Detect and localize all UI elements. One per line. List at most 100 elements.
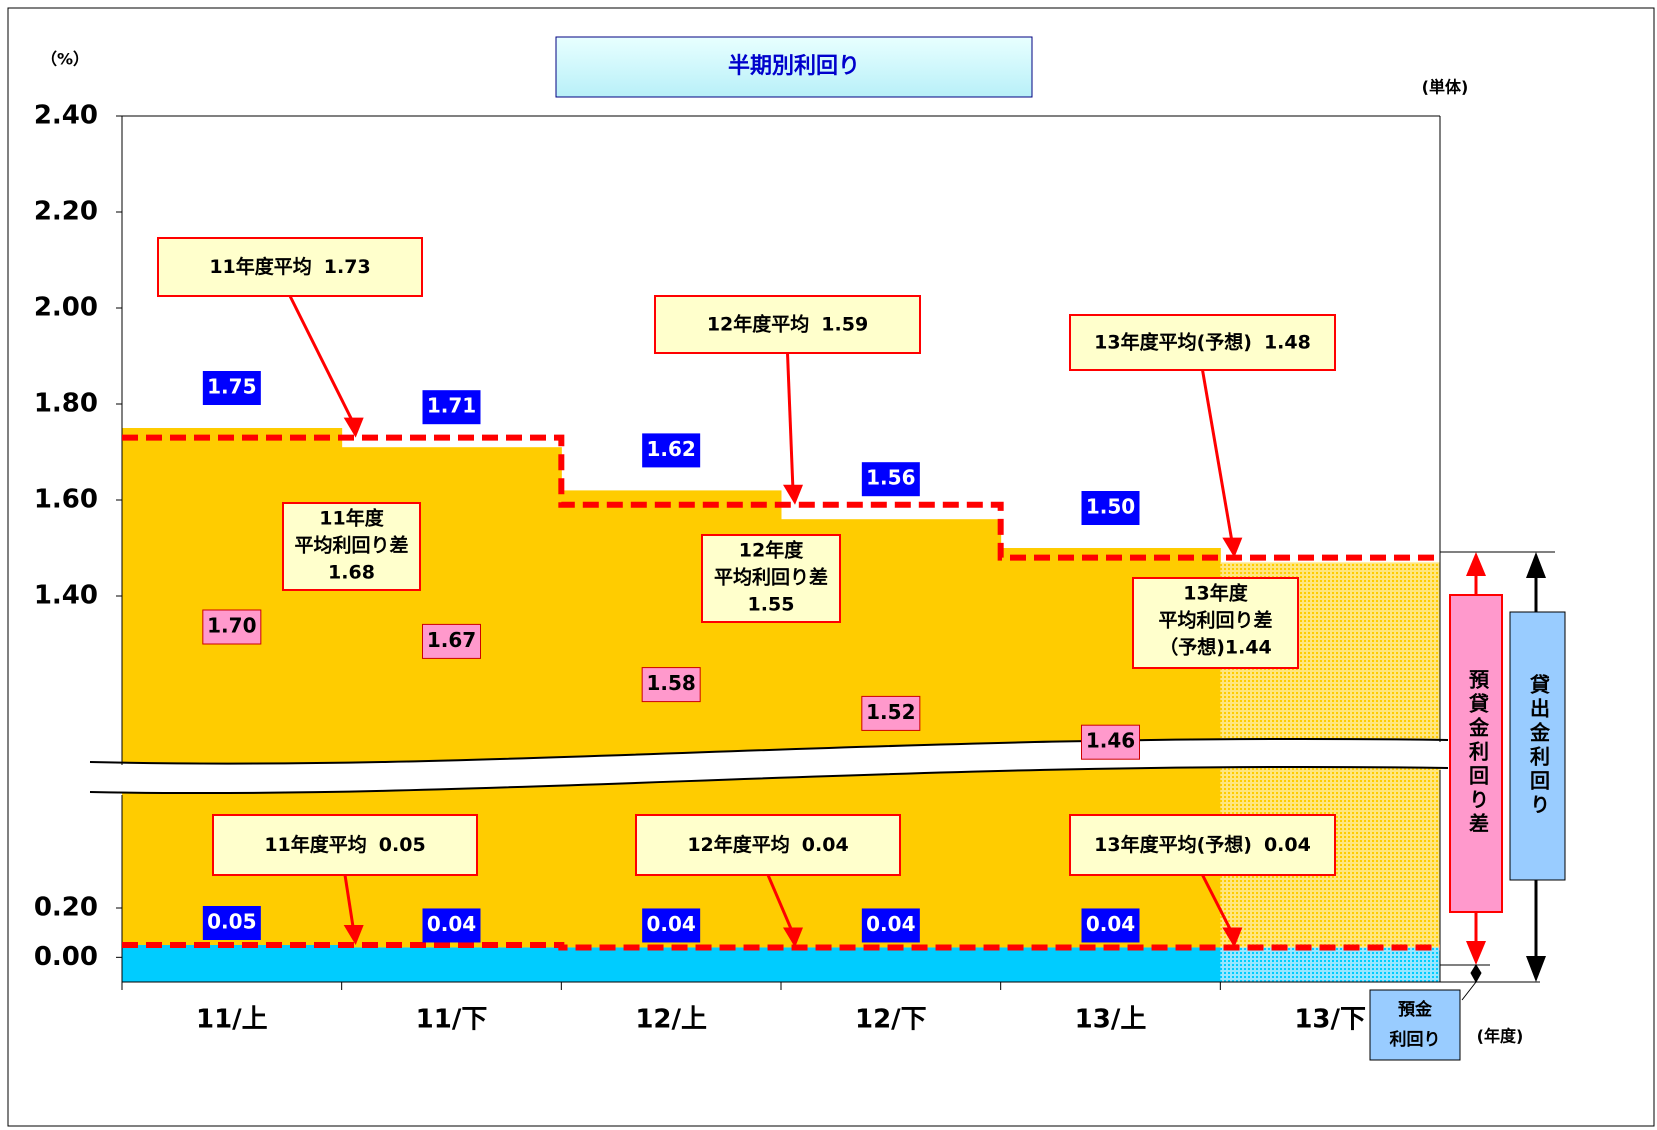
callout-text: 12年度平均 0.04 bbox=[687, 833, 848, 856]
spread-label-box bbox=[202, 609, 262, 645]
spread-average-label: 平均利回り差 bbox=[294, 534, 408, 557]
loan-area bbox=[122, 428, 343, 788]
spread-average-label: 11年度 bbox=[319, 507, 384, 530]
spread-average-label: 12年度 bbox=[739, 539, 804, 562]
y-tick-label: 1.80 bbox=[34, 389, 98, 419]
callout-box bbox=[1069, 814, 1336, 876]
callout-text: 13年度平均(予想) 1.48 bbox=[1094, 330, 1311, 353]
loan-label-box bbox=[1081, 491, 1140, 525]
y-tick-label: 2.20 bbox=[34, 197, 98, 227]
deposit-label-box bbox=[861, 908, 920, 943]
loan-label: 1.75 bbox=[207, 375, 256, 399]
callout-text: 12年度平均 1.59 bbox=[707, 312, 868, 335]
deposit-marker bbox=[1461, 964, 1482, 1001]
x-tick-label: 11/下 bbox=[416, 1005, 488, 1035]
callout-label: 12年度平均 bbox=[707, 312, 809, 335]
legend-label: 利回り bbox=[1390, 1029, 1441, 1050]
callout-arrowhead bbox=[1222, 537, 1243, 558]
scope: (単体) bbox=[1422, 78, 1469, 97]
callout-arrow bbox=[1201, 874, 1234, 935]
axis-break-edge bbox=[89, 765, 1449, 795]
spread-label: 1.70 bbox=[207, 614, 256, 638]
spread-average-box bbox=[1132, 577, 1299, 669]
callout-box bbox=[1069, 314, 1336, 371]
spread-average-label: 平均利回り差 bbox=[714, 566, 828, 589]
spread-label-box bbox=[1081, 724, 1140, 760]
deposit-label: 0.04 bbox=[646, 912, 695, 936]
callout-box bbox=[212, 814, 478, 876]
callout-box bbox=[635, 814, 901, 876]
loan-average-line bbox=[122, 434, 1440, 561]
callout-text: 11年度平均 1.73 bbox=[209, 255, 370, 278]
callout-value: 0.04 bbox=[1264, 834, 1311, 856]
callout-arrow bbox=[786, 352, 795, 491]
spread-average-value: （予想)1.44 bbox=[1159, 636, 1272, 659]
loan-label-box bbox=[202, 371, 261, 405]
spread-average-label: 平均利回り差 bbox=[1158, 609, 1272, 632]
deposit-area bbox=[781, 947, 1002, 982]
deposit-area bbox=[1220, 947, 1441, 982]
spread-label: 1.58 bbox=[646, 671, 695, 695]
callout-text: 13年度平均(予想) 0.04 bbox=[1094, 833, 1311, 856]
x-unit: (年度) bbox=[1477, 1027, 1524, 1046]
callout-arrow bbox=[288, 295, 356, 425]
deposit-area bbox=[122, 945, 343, 982]
callout-arrowhead bbox=[343, 925, 364, 945]
callout-arrowhead bbox=[343, 417, 364, 438]
callout-label: 11年度平均 bbox=[209, 255, 311, 278]
spread-label-box bbox=[861, 695, 921, 731]
deposit-label-box bbox=[1081, 908, 1140, 943]
callout-value: 1.59 bbox=[821, 313, 868, 335]
y-tick-label: 2.40 bbox=[34, 101, 98, 131]
y-tick-label: 1.60 bbox=[34, 485, 98, 515]
callout-label: 11年度平均 bbox=[264, 833, 366, 856]
spread-label-box bbox=[422, 623, 481, 659]
frame bbox=[7, 7, 1655, 1127]
callout-label: 12年度平均 bbox=[687, 833, 789, 856]
chart-title: 半期別利回り bbox=[728, 54, 860, 79]
loan-label-box bbox=[861, 462, 920, 497]
callout-arrowhead bbox=[1222, 927, 1243, 948]
callout-arrowhead bbox=[783, 484, 803, 505]
spread-average-box bbox=[282, 502, 421, 591]
y-tick-label: 0.20 bbox=[34, 893, 98, 923]
loan-label: 1.56 bbox=[866, 466, 915, 490]
deposit-area bbox=[561, 947, 782, 982]
callout-box bbox=[157, 237, 423, 297]
spread-label: 1.52 bbox=[866, 700, 915, 724]
deposit-label: 0.04 bbox=[1086, 912, 1135, 936]
legend-box bbox=[1509, 611, 1566, 881]
callout-value: 0.05 bbox=[379, 834, 426, 856]
loan-label-box bbox=[422, 390, 481, 425]
legend-label: 預貸金利回り差 bbox=[1466, 669, 1490, 837]
legend-box bbox=[1369, 989, 1461, 1061]
deposit-label: 0.04 bbox=[427, 912, 476, 936]
callout-box bbox=[654, 295, 921, 354]
callout-arrow bbox=[343, 874, 356, 932]
callout-text: 11年度平均 0.05 bbox=[264, 833, 425, 856]
deposit-label-box bbox=[422, 908, 481, 943]
deposit-label: 0.05 bbox=[207, 910, 256, 934]
deposit-label-box bbox=[642, 908, 701, 943]
deposit-average-line bbox=[122, 942, 1440, 951]
callout-label: 13年度平均(予想) bbox=[1094, 833, 1252, 856]
deposit-label-box bbox=[202, 906, 261, 940]
x-tick-label: 12/下 bbox=[855, 1005, 927, 1035]
y-tick-label: 1.40 bbox=[34, 581, 98, 611]
callout-arrow bbox=[766, 874, 795, 935]
loan-area bbox=[341, 447, 562, 788]
legend-label: 貸出金利回り bbox=[1527, 673, 1551, 818]
callout-label: 13年度平均(予想) bbox=[1094, 330, 1252, 353]
loan-label: 1.62 bbox=[646, 437, 695, 461]
spread-label: 1.46 bbox=[1086, 729, 1135, 753]
x-tick-label: 11/上 bbox=[196, 1005, 268, 1035]
callout-value: 1.73 bbox=[324, 256, 371, 278]
x-tick-label: 12/上 bbox=[635, 1005, 707, 1035]
loan-label: 1.50 bbox=[1086, 495, 1135, 519]
y-tick-label: 0.00 bbox=[34, 942, 98, 972]
legend-label: 預金 bbox=[1398, 999, 1433, 1020]
deposit-label: 0.04 bbox=[866, 912, 915, 936]
spread-average-label: 13年度 bbox=[1183, 582, 1248, 605]
x-tick-label: 13/上 bbox=[1075, 1005, 1147, 1035]
